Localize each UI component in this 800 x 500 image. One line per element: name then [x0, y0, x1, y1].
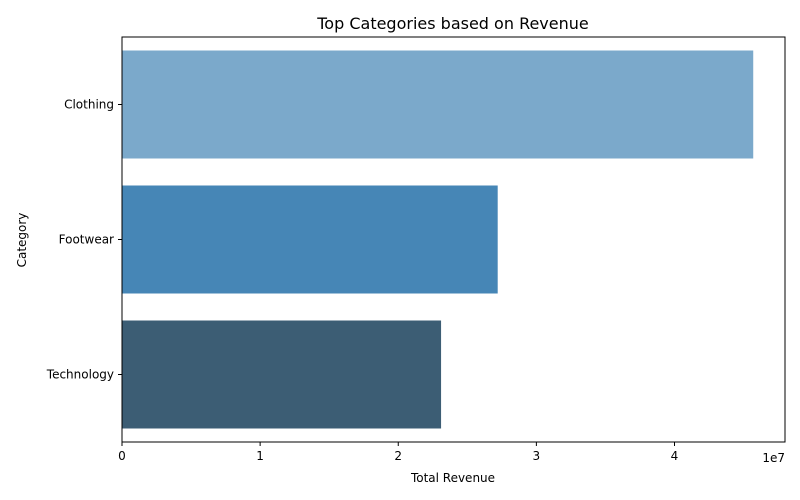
- x-tick-label: 4: [671, 449, 679, 463]
- bars-layer: [122, 50, 754, 429]
- chart-title: Top Categories based on Revenue: [316, 14, 589, 33]
- x-axis-scale-label: 1e7: [762, 451, 785, 465]
- plot-frame: [121, 36, 786, 443]
- x-tick-label: 0: [118, 449, 126, 463]
- y-tick-label: Technology: [46, 368, 114, 382]
- y-tick-label: Clothing: [64, 98, 114, 112]
- bar-clothing: [122, 50, 754, 159]
- y-axis-label: Category: [15, 213, 29, 268]
- y-axis-ticks: Clothing Footwear Technology: [46, 98, 122, 382]
- bar-technology: [122, 320, 442, 429]
- x-tick-label: 3: [533, 449, 541, 463]
- x-tick-label: 1: [256, 449, 264, 463]
- x-axis-label: Total Revenue: [410, 471, 495, 485]
- bar-footwear: [122, 185, 498, 294]
- x-tick-label: 2: [394, 449, 402, 463]
- y-tick-label: Footwear: [59, 233, 114, 247]
- x-axis-ticks: 0 1 2 3 4: [118, 442, 678, 463]
